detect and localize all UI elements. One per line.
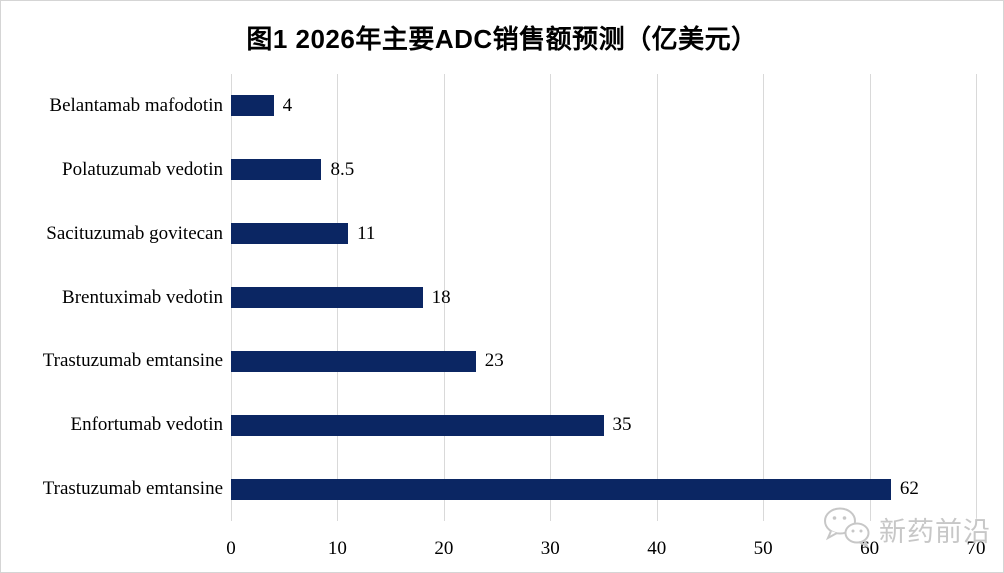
x-tick-label: 70	[966, 538, 986, 559]
bar	[231, 159, 322, 181]
bar	[231, 414, 604, 436]
category-label: Polatuzumab vedotin	[62, 158, 223, 180]
gridline	[656, 74, 658, 521]
x-tick-label: 50	[753, 538, 773, 559]
gridline	[763, 74, 765, 521]
category-label: Belantamab mafodotin	[49, 94, 223, 116]
x-tick-label: 30	[540, 538, 560, 559]
gridline	[443, 74, 445, 521]
value-label: 23	[484, 350, 504, 372]
chart-title: 图1 2026年主要ADC销售额预测（亿美元）	[246, 24, 758, 54]
value-label: 4	[282, 94, 293, 116]
value-label: 62	[899, 478, 919, 500]
category-label: Enfortumab vedotin	[70, 414, 224, 436]
x-tick-label: 10	[327, 538, 347, 559]
category-label: Trastuzumab emtansine	[42, 350, 223, 372]
category-label: Brentuximab vedotin	[62, 286, 223, 308]
gridline	[976, 74, 977, 521]
bar	[231, 95, 274, 117]
gridline	[869, 74, 871, 521]
bar	[231, 223, 349, 245]
x-tick-label: 40	[647, 538, 667, 559]
bar	[231, 478, 891, 500]
watermark-text: 新药前沿	[879, 517, 991, 547]
value-label: 8.5	[330, 158, 355, 180]
wechat-icon	[821, 505, 873, 554]
watermark: 新药前沿	[821, 505, 991, 554]
value-label: 18	[431, 286, 451, 308]
category-label: Trastuzumab emtansine	[42, 478, 223, 500]
x-tick-label: 0	[226, 538, 236, 559]
category-label: Sacituzumab govitecan	[46, 222, 223, 244]
value-label: 11	[357, 222, 376, 244]
value-label: 35	[612, 414, 632, 436]
gridline	[550, 74, 552, 521]
bar	[231, 350, 476, 372]
bar	[231, 287, 423, 308]
x-tick-label: 20	[434, 538, 454, 559]
